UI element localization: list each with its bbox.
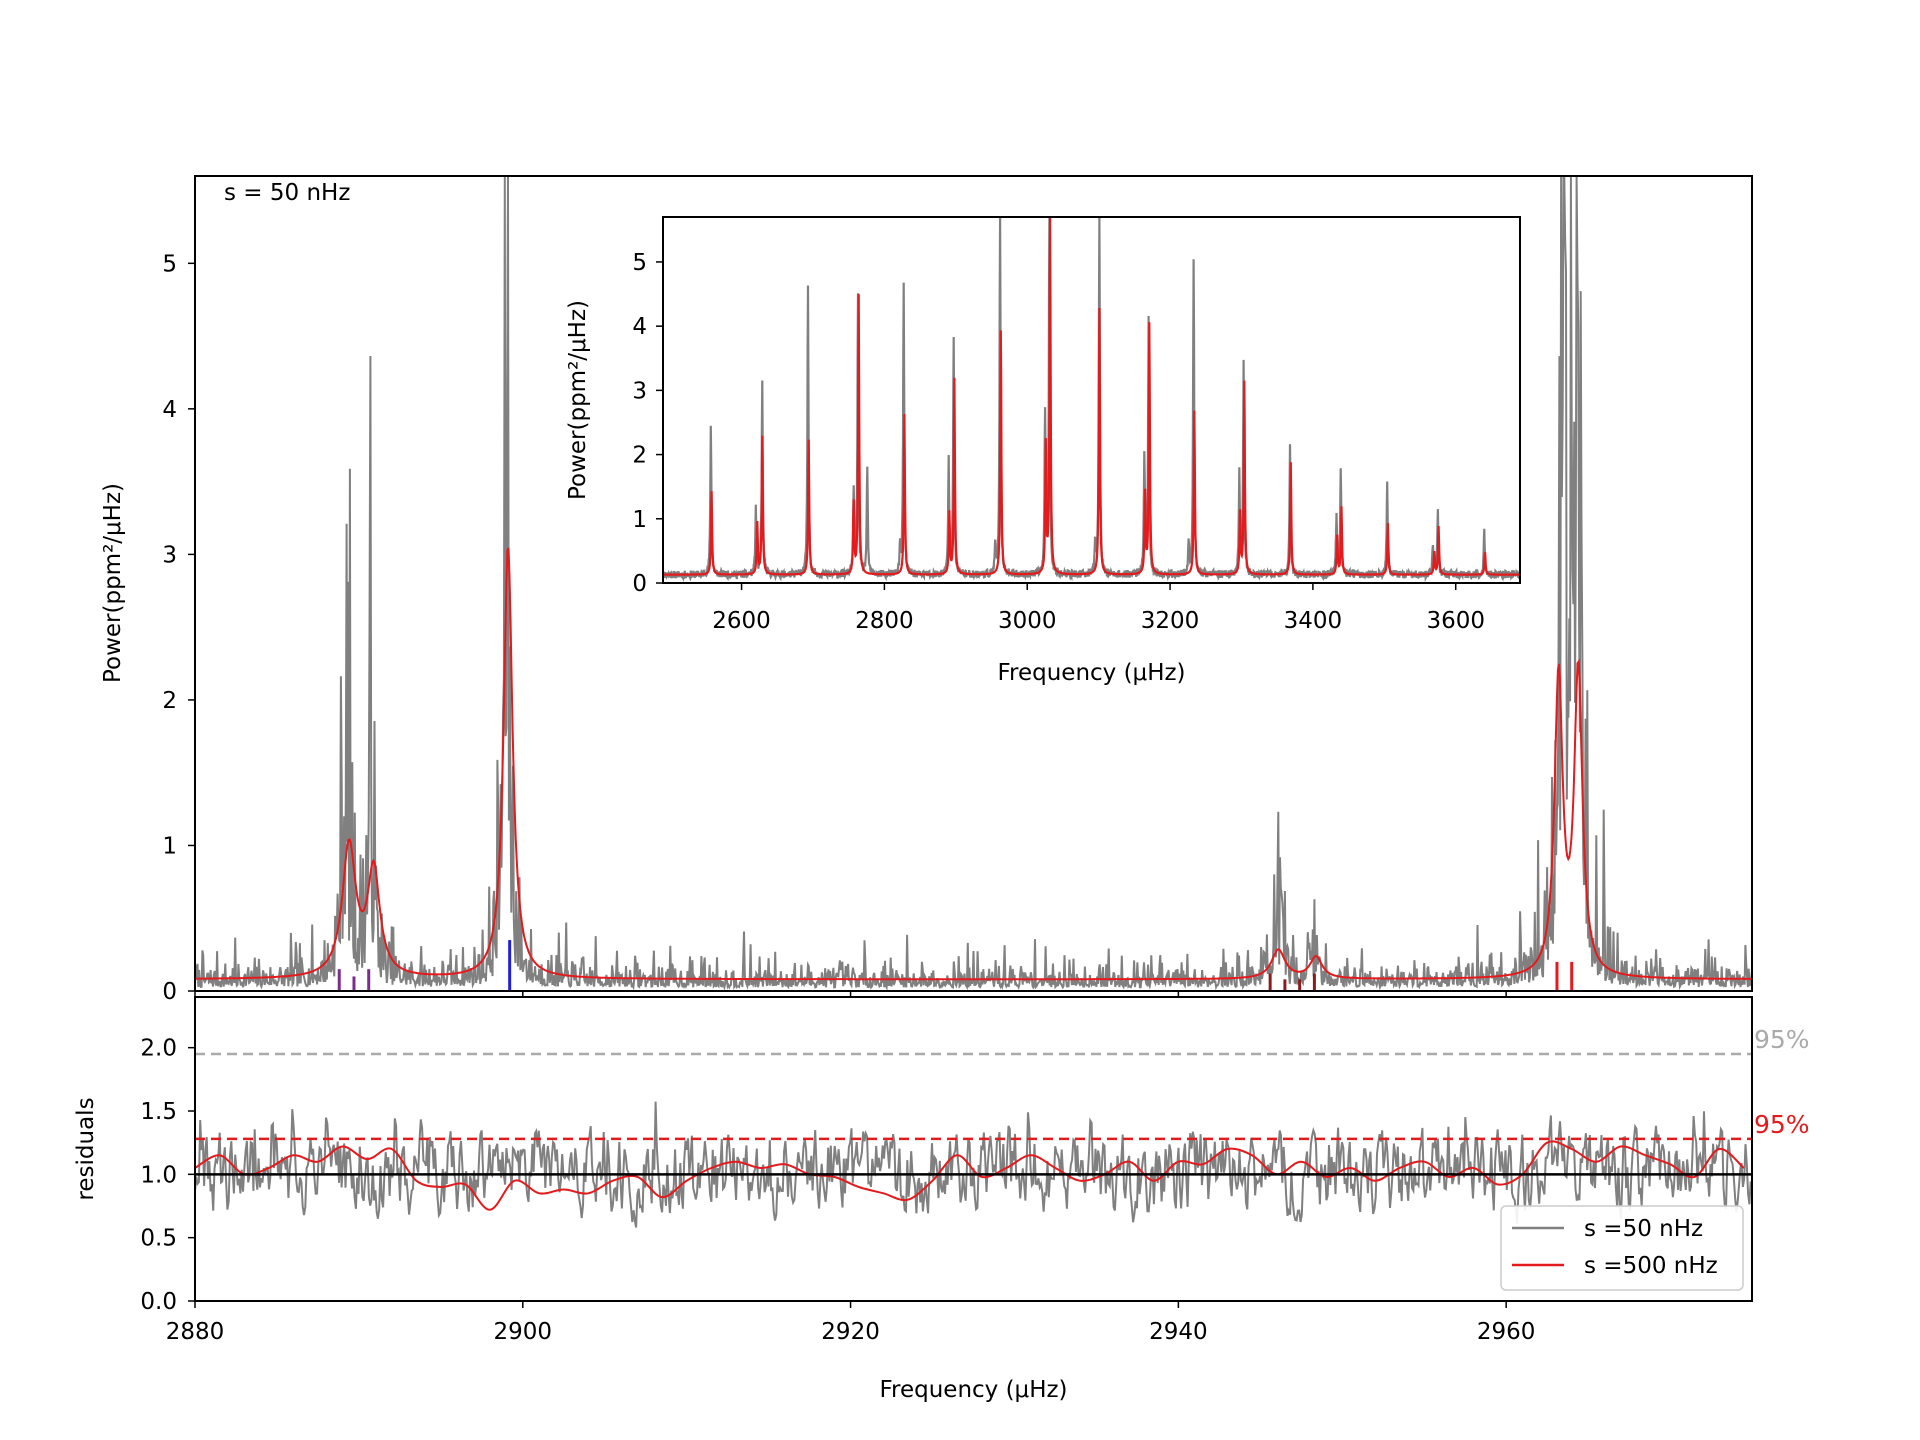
threshold-label: 95%	[1754, 1025, 1810, 1054]
inset-panel: 0 1 2 3 4 5 2600 2800 3000 3200 3400 3600 Frequency …	[565, 216, 1522, 686]
legend-label: s =500 nHz	[1584, 1253, 1718, 1279]
y-axis-label: Power(ppm²/μHz)	[100, 483, 126, 683]
residuals-frame	[194, 996, 1753, 1302]
inset-series-line-s50	[662, 216, 1522, 583]
y-tick-label: 5	[162, 251, 177, 277]
threshold-label: 95%	[1754, 1110, 1810, 1139]
y-tick-label: 4	[632, 314, 647, 340]
series-line-s500	[195, 547, 1752, 981]
x-tick-label: 2600	[712, 608, 771, 634]
y-tick-label: 0	[162, 979, 177, 1005]
y-tick-label: 1.5	[140, 1099, 177, 1125]
y-tick-label: 5	[632, 250, 647, 276]
x-tick-label: 2800	[855, 608, 914, 634]
y-tick-label: 3	[162, 542, 177, 568]
residual-line-s500	[194, 1140, 1745, 1211]
series-line-s50	[194, 175, 1753, 991]
y-axis-label: Power(ppm²/μHz)	[565, 300, 591, 500]
x-tick-label: 2880	[166, 1319, 225, 1345]
inset-frame	[662, 216, 1521, 584]
x-tick-label: 2960	[1477, 1319, 1536, 1345]
residuals-panel: 95% 95% 0.0 0.5 1.0 1.5 2.0 2880 2900 2920 2940 296…	[73, 996, 1810, 1403]
y-tick-label: 0.0	[140, 1289, 177, 1315]
x-tick-label: 3600	[1426, 608, 1485, 634]
x-tick-label: 3200	[1141, 608, 1200, 634]
y-tick-label: 2	[162, 688, 177, 714]
y-tick-label: 1	[632, 507, 647, 533]
y-tick-label: 0	[632, 571, 647, 597]
legend-label: s =50 nHz	[1584, 1216, 1703, 1242]
y-tick-label: 4	[162, 397, 177, 423]
x-axis-label: Frequency (μHz)	[879, 1377, 1067, 1403]
y-tick-label: 1	[162, 833, 177, 859]
inset-background	[663, 217, 1520, 583]
main-panel: 0 1 2 3 4 5 s = 50 nHz Power(ppm²/μHz)	[100, 175, 1753, 1005]
y-tick-label: 2.0	[140, 1036, 177, 1062]
x-tick-label: 2900	[494, 1319, 553, 1345]
y-tick-label: 2	[632, 443, 647, 469]
y-tick-label: 3	[632, 378, 647, 404]
y-axis-label: residuals	[73, 1097, 99, 1200]
x-tick-label: 2920	[821, 1319, 880, 1345]
x-tick-label: 3000	[998, 608, 1057, 634]
y-tick-label: 0.5	[140, 1226, 177, 1252]
x-tick-label: 2940	[1149, 1319, 1208, 1345]
legend: s =50 nHz s =500 nHz	[1500, 1205, 1744, 1291]
inset-series-line-s500	[663, 216, 1520, 576]
x-axis-label: Frequency (μHz)	[997, 660, 1185, 686]
main-frame	[194, 175, 1753, 992]
x-tick-label: 3400	[1284, 608, 1343, 634]
annotation-text: s = 50 nHz	[224, 180, 350, 206]
y-tick-label: 1.0	[140, 1162, 177, 1188]
